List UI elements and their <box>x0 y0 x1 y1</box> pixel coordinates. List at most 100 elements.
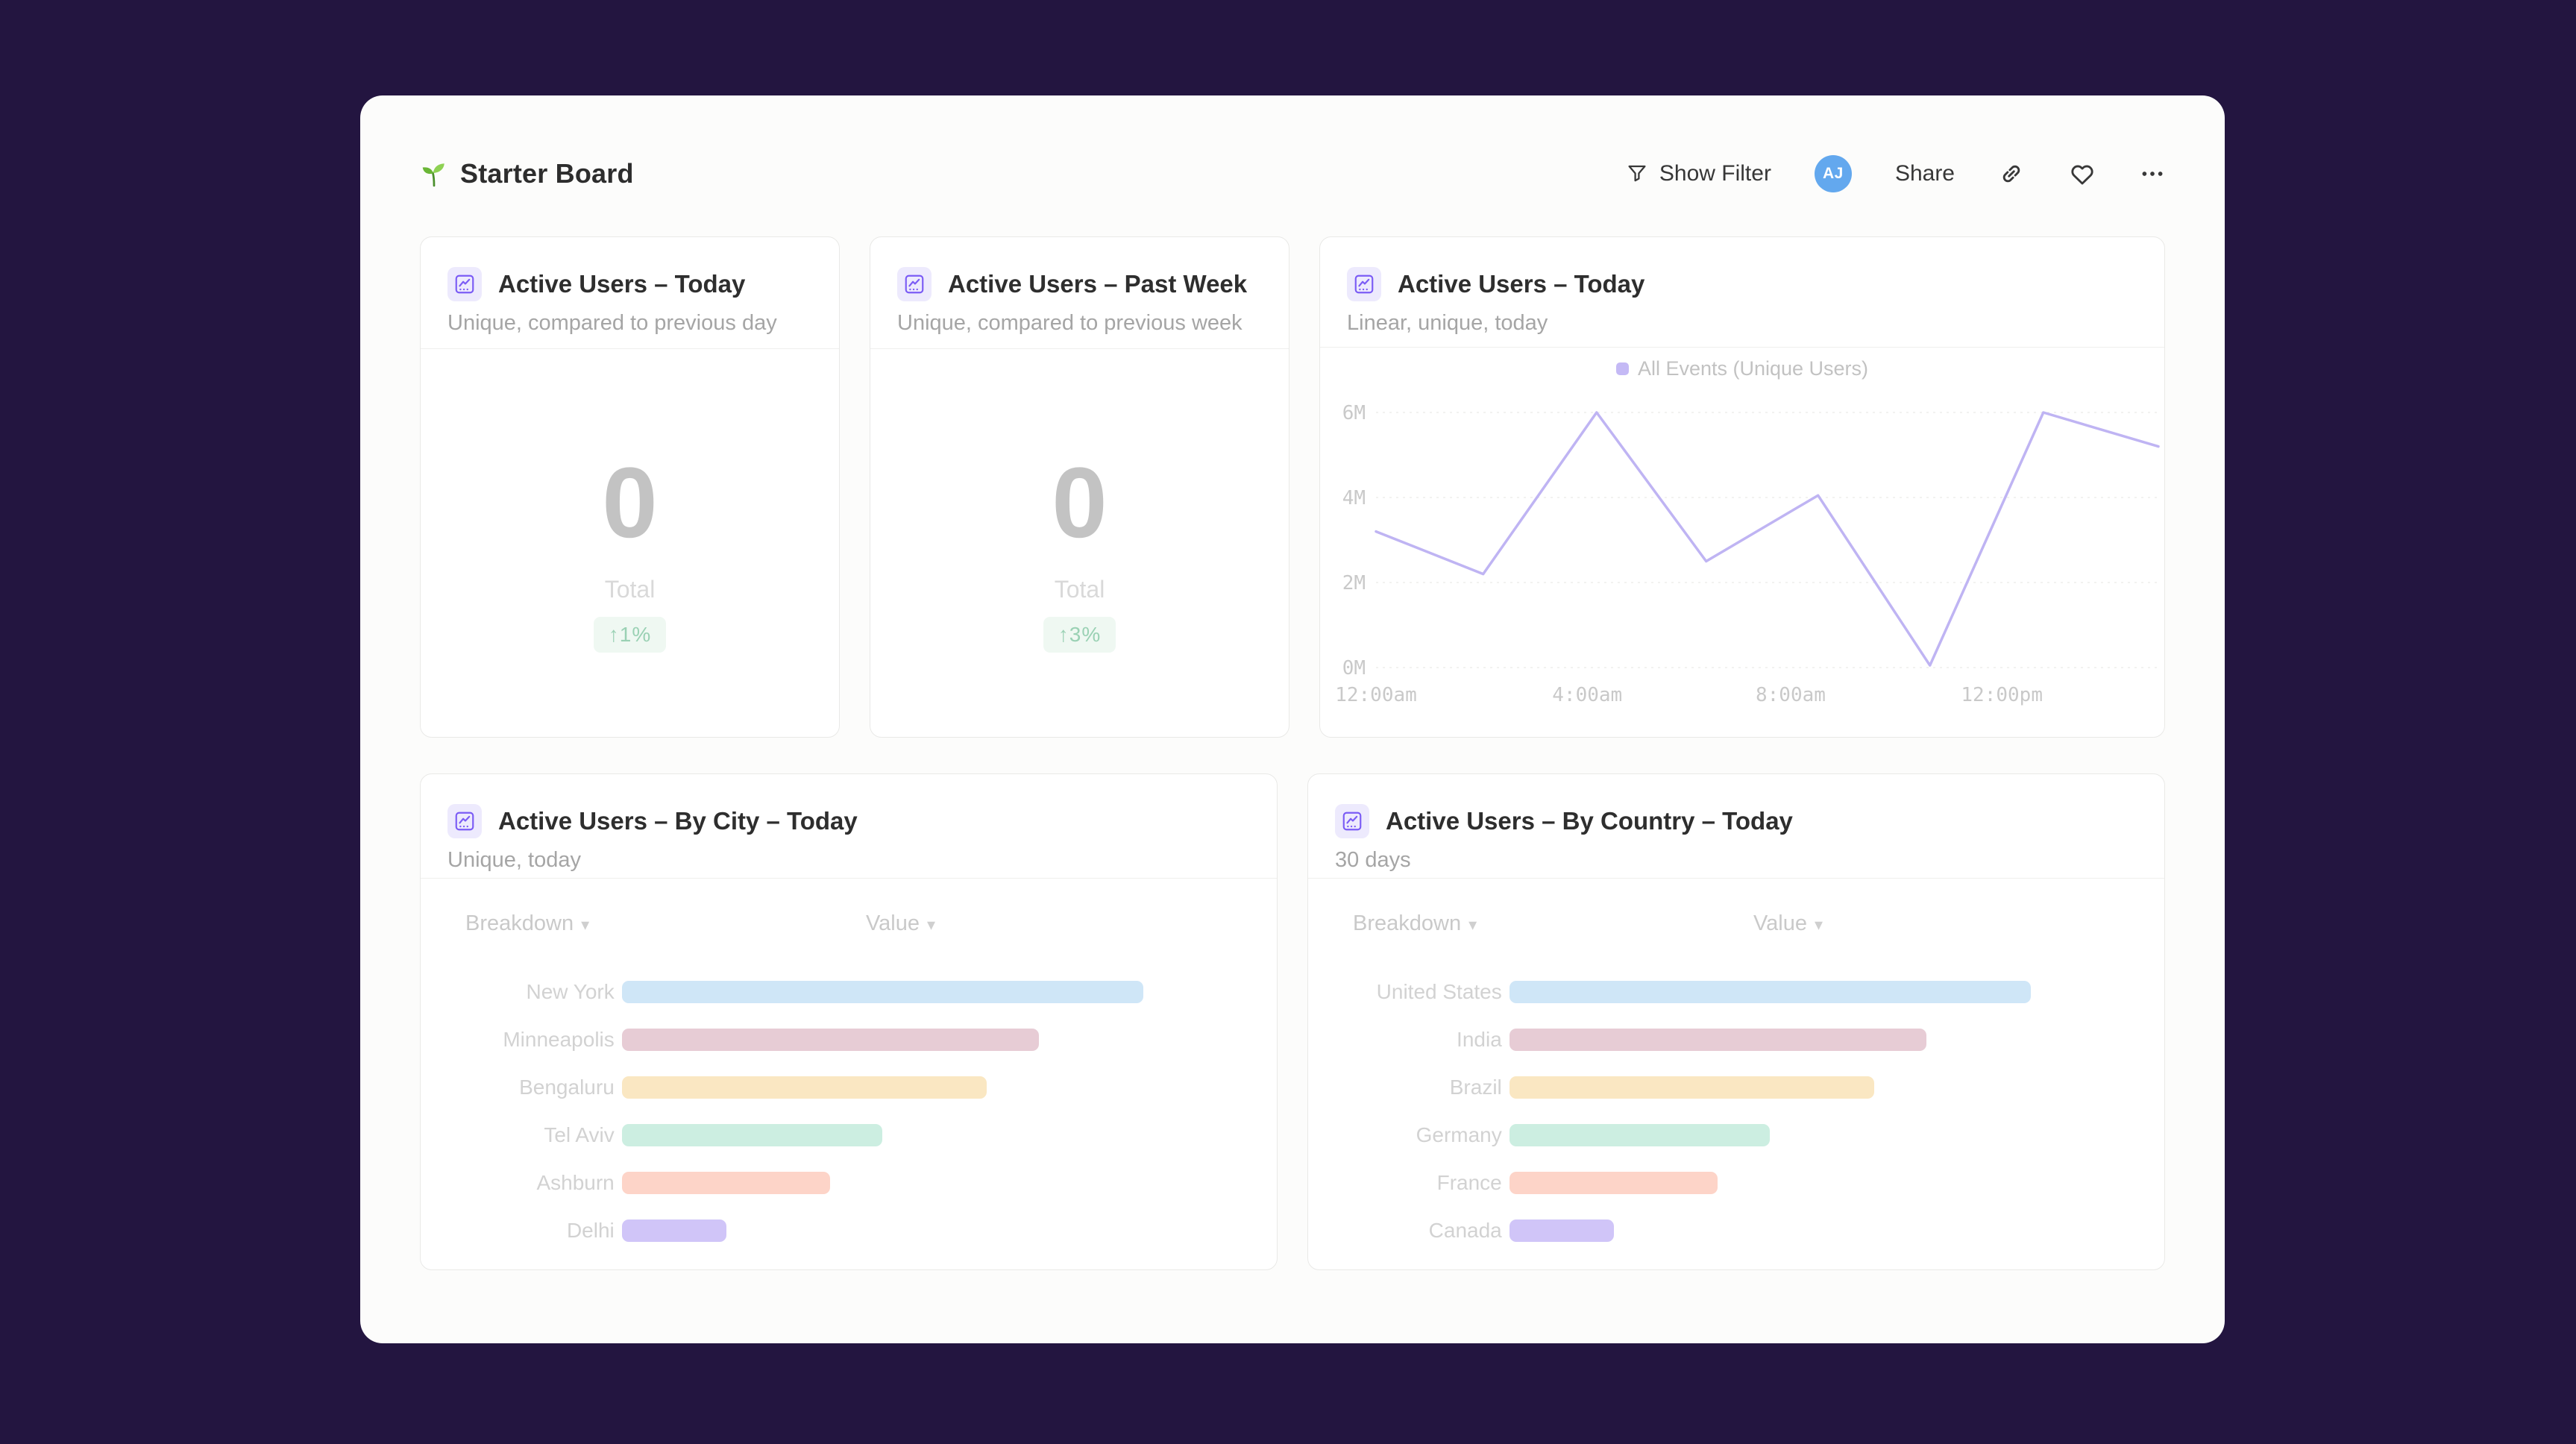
value-bar-cell <box>621 1029 1277 1051</box>
value-bar-cell <box>621 981 1277 1003</box>
card-title: Active Users – Today <box>1398 270 1645 298</box>
chart-legend: All Events (Unique Users) <box>1320 348 2164 389</box>
card-active-users-line-chart[interactable]: Active Users – Today Linear, unique, tod… <box>1319 236 2165 738</box>
value-bar-cell <box>621 1219 1277 1242</box>
row-label: New York <box>526 980 615 1003</box>
value-bar <box>621 1124 883 1146</box>
insights-chart-icon <box>897 267 932 301</box>
card-title: Active Users – By Country – Today <box>1386 807 1793 835</box>
row-label: Brazil <box>1449 1076 1502 1099</box>
value-bar <box>621 1029 1040 1051</box>
table-row: New York <box>421 968 1277 1016</box>
svg-text:12:00pm: 12:00pm <box>1961 684 2043 706</box>
table-row: Canada <box>1308 1207 2164 1255</box>
table-row: Bengaluru <box>421 1064 1277 1111</box>
card-subtitle: Unique, compared to previous day <box>447 311 777 335</box>
svg-text:4M: 4M <box>1342 487 1366 509</box>
breakdown-table-body: Breakdown ▾ Value ▾ New York Minneapolis Ben… <box>421 879 1277 1269</box>
value-bar-cell <box>621 1124 1277 1146</box>
copy-link-button[interactable] <box>1998 160 2025 187</box>
table-row: France <box>1308 1159 2164 1207</box>
value-bar <box>1509 1029 1927 1051</box>
stat-value: 0 <box>602 447 658 559</box>
page-title: Starter Board <box>460 158 634 189</box>
value-bar-cell <box>1509 1219 2164 1242</box>
chevron-down-icon: ▾ <box>581 915 590 934</box>
breakdown-column-header[interactable]: Breakdown ▾ <box>465 911 590 935</box>
value-bar-cell <box>621 1076 1277 1099</box>
dashboard-panel: Starter Board Show Filter AJ Share <box>360 95 2225 1343</box>
stat-label: Total <box>604 575 656 603</box>
row-label: United States <box>1376 980 1502 1003</box>
table-row: United States <box>1308 968 2164 1016</box>
svg-text:8:00am: 8:00am <box>1756 684 1826 706</box>
svg-text:6M: 6M <box>1342 402 1366 424</box>
card-active-users-past-week[interactable]: Active Users – Past Week Unique, compare… <box>870 236 1289 738</box>
value-bar-cell <box>1509 1029 2164 1051</box>
card-title: Active Users – By City – Today <box>498 807 858 835</box>
card-active-users-by-country[interactable]: Active Users – By Country – Today 30 day… <box>1307 773 2165 1270</box>
card-subtitle: Unique, compared to previous week <box>897 311 1243 335</box>
filter-funnel-icon <box>1625 162 1649 186</box>
table-row: India <box>1308 1016 2164 1064</box>
value-bar <box>1509 1124 1771 1146</box>
card-subtitle: Unique, today <box>447 848 581 872</box>
svg-text:0M: 0M <box>1342 657 1366 679</box>
heart-icon <box>2068 160 2096 188</box>
share-label: Share <box>1894 161 1955 186</box>
value-column-header[interactable]: Value ▾ <box>865 911 936 935</box>
stat-delta-badge: ↑3% <box>1043 616 1116 653</box>
value-bar <box>1509 1219 1614 1242</box>
value-bar-cell <box>621 1172 1277 1194</box>
link-icon <box>1998 160 2025 187</box>
card-subtitle: 30 days <box>1335 848 1411 872</box>
table-row: Delhi <box>421 1207 1277 1255</box>
insights-chart-icon <box>1335 804 1369 838</box>
table-head: Breakdown ▾ Value ▾ <box>421 911 1277 938</box>
stat-label: Total <box>1054 575 1105 603</box>
card-title: Active Users – Past Week <box>948 270 1248 298</box>
row-label: Canada <box>1428 1219 1502 1242</box>
value-bar <box>1509 1172 1718 1194</box>
legend-swatch <box>1615 362 1629 375</box>
seedling-icon <box>420 160 448 188</box>
more-options-button[interactable] <box>2140 161 2165 186</box>
insights-chart-icon <box>1347 267 1381 301</box>
row-label: France <box>1436 1171 1502 1194</box>
svg-text:2M: 2M <box>1342 572 1366 594</box>
insights-chart-icon <box>447 267 482 301</box>
row-label: Bengaluru <box>519 1076 615 1099</box>
card-active-users-today[interactable]: Active Users – Today Unique, compared to… <box>420 236 840 738</box>
chevron-down-icon: ▾ <box>1468 915 1477 934</box>
card-active-users-by-city[interactable]: Active Users – By City – Today Unique, t… <box>420 773 1278 1270</box>
line-chart-body: All Events (Unique Users) 0M 2M 4M 6M 12:00a… <box>1320 348 2164 737</box>
value-bar-cell <box>1509 1076 2164 1099</box>
svg-text:4:00am: 4:00am <box>1552 684 1622 706</box>
show-filter-button[interactable]: Show Filter <box>1625 161 1771 186</box>
svg-text:12:00am: 12:00am <box>1335 684 1417 706</box>
row-label: Tel Aviv <box>544 1123 615 1146</box>
value-bar <box>1509 1076 1875 1099</box>
value-column-header[interactable]: Value ▾ <box>1753 911 1823 935</box>
stat-value: 0 <box>1052 447 1108 559</box>
city-rows: New York Minneapolis Bengaluru Tel Aviv Ashb… <box>421 968 1277 1255</box>
card-header: Active Users – By Country – Today 30 day… <box>1308 774 2164 879</box>
avatar[interactable]: AJ <box>1814 155 1852 192</box>
breakdown-table-body: Breakdown ▾ Value ▾ United States India Braz… <box>1308 879 2164 1269</box>
row-label: Germany <box>1416 1123 1502 1146</box>
row-label: Minneapolis <box>503 1028 615 1051</box>
header-actions: Show Filter AJ Share <box>1625 155 2165 192</box>
table-row: Germany <box>1308 1111 2164 1159</box>
table-row: Minneapolis <box>421 1016 1277 1064</box>
value-bar <box>621 1172 831 1194</box>
card-title: Active Users – Today <box>498 270 746 298</box>
card-header: Active Users – Past Week Unique, compare… <box>870 237 1289 349</box>
favorite-button[interactable] <box>2068 160 2096 188</box>
line-chart: 0M 2M 4M 6M 12:00am 4:00am 8:00am 12:00pm <box>1335 402 2160 706</box>
table-row: Tel Aviv <box>421 1111 1277 1159</box>
share-button[interactable]: Share <box>1895 161 1955 186</box>
value-bar <box>1509 981 2031 1003</box>
card-subtitle: Linear, unique, today <box>1347 311 1548 335</box>
breakdown-column-header[interactable]: Breakdown ▾ <box>1353 911 1477 935</box>
board-header: Starter Board Show Filter AJ Share <box>420 152 2165 195</box>
